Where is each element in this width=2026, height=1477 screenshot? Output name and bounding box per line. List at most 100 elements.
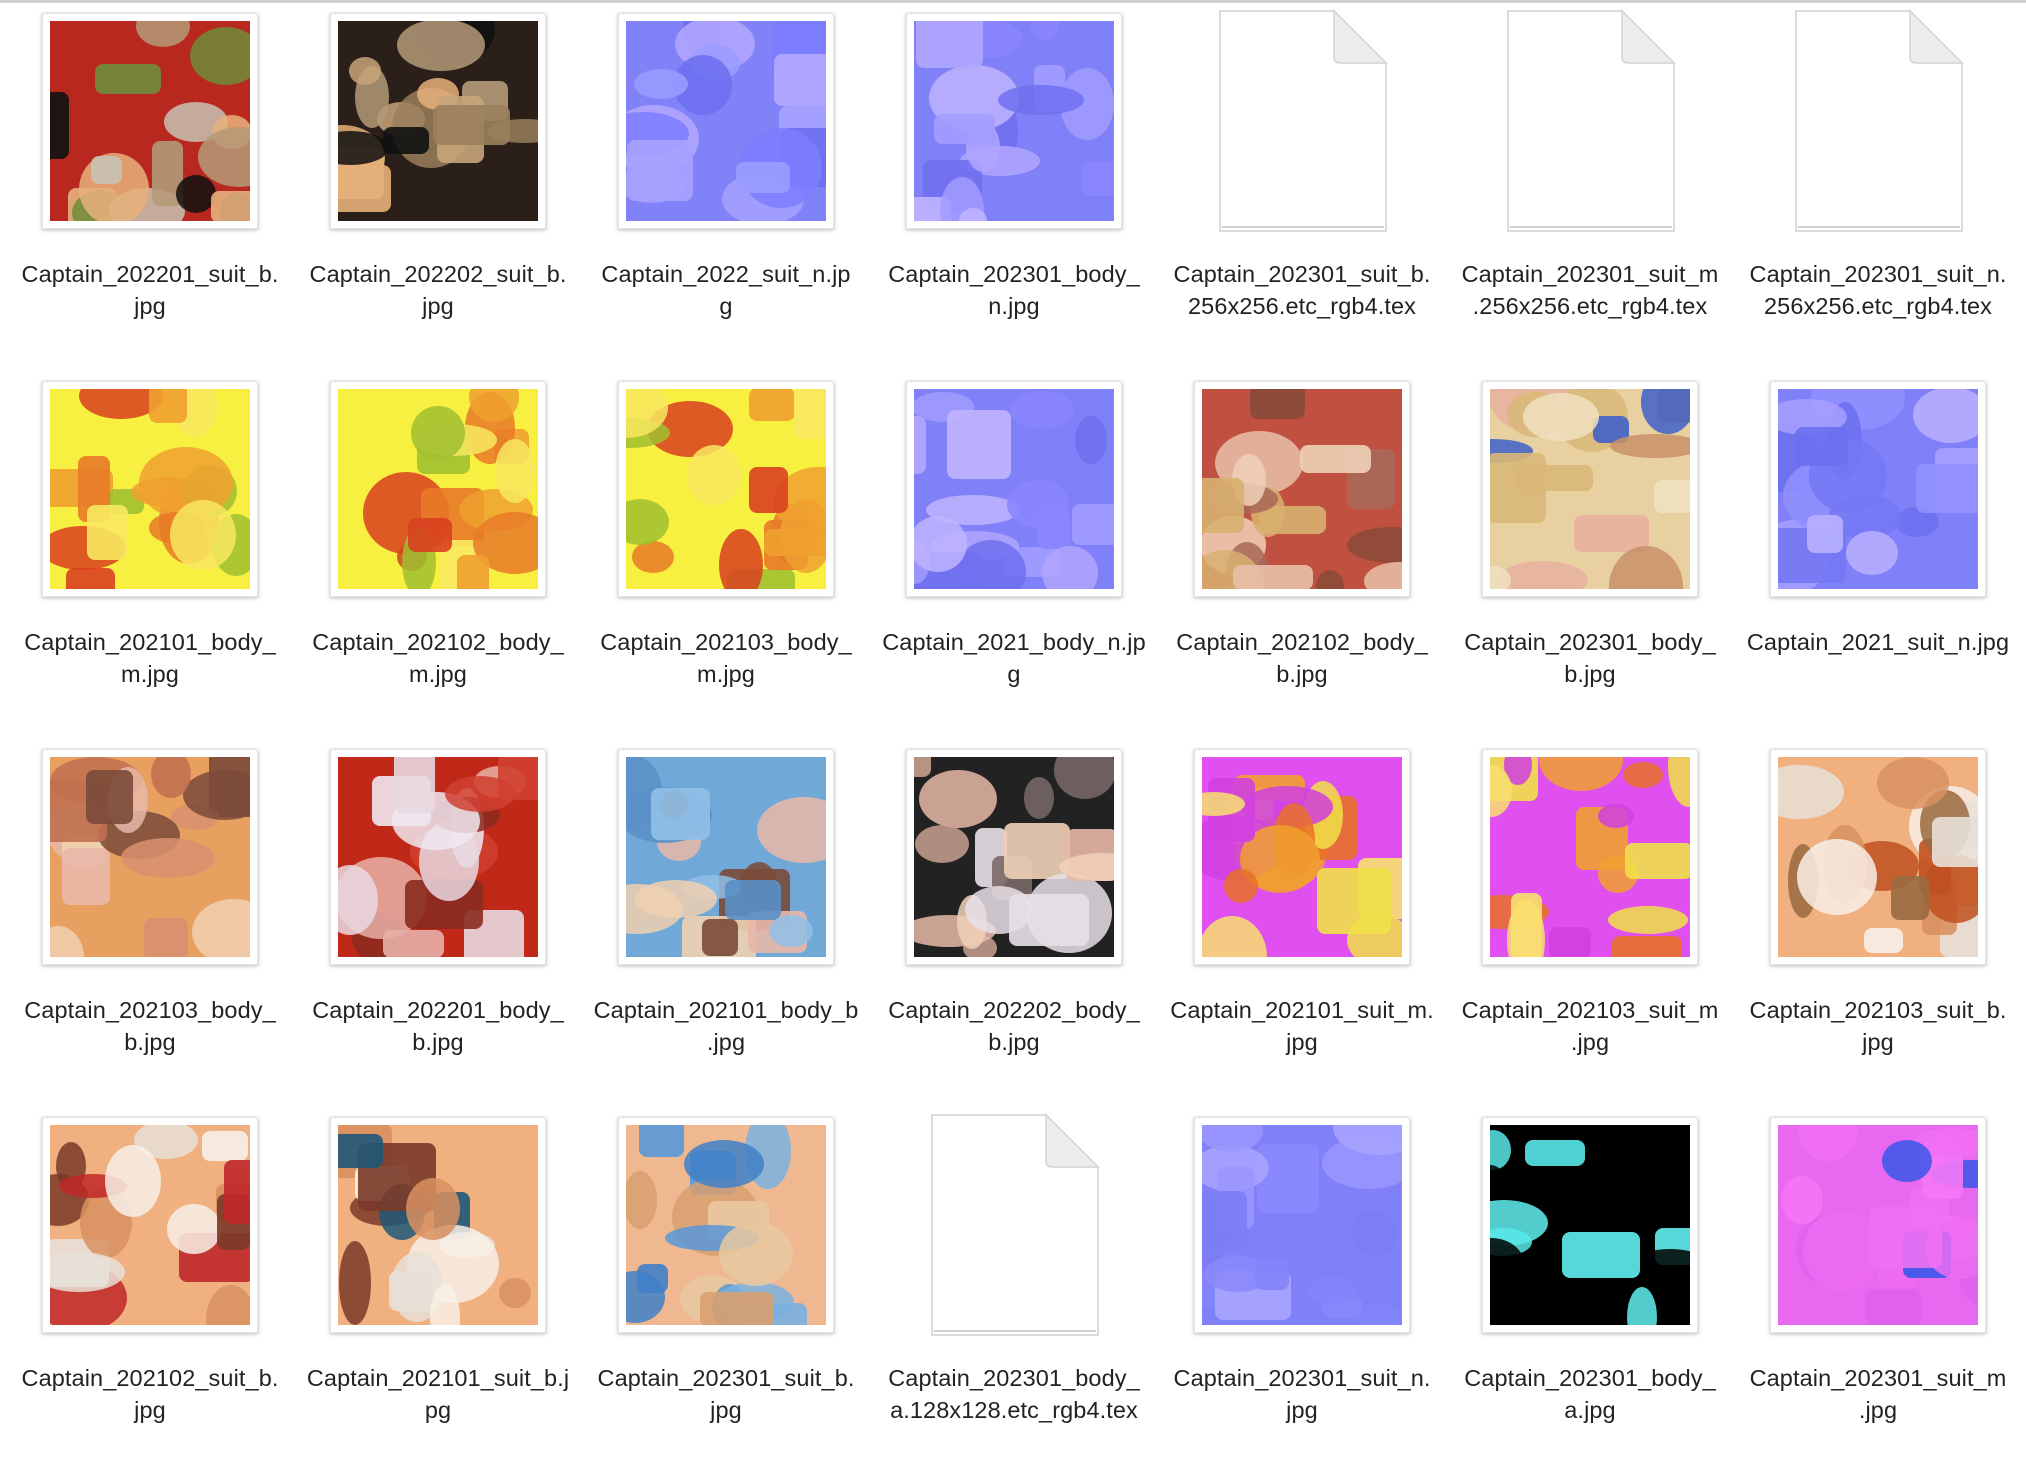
file-item[interactable]: Captain_202301_suit_m .jpg (1734, 1109, 2022, 1477)
file-item[interactable]: Captain_202201_body_ b.jpg (294, 741, 582, 1109)
file-item[interactable]: Captain_202202_suit_b. jpg (294, 5, 582, 373)
generic-document-icon[interactable] (1216, 9, 1388, 233)
file-thumbnail-area[interactable] (1734, 5, 2022, 237)
file-thumbnail-area[interactable] (1734, 741, 2022, 973)
file-thumbnail-area[interactable] (294, 373, 582, 605)
thumbnail-frame[interactable] (1482, 381, 1698, 597)
file-thumbnail-area[interactable] (1446, 5, 1734, 237)
file-item[interactable]: Captain_202301_suit_b. 256x256.etc_rgb4.… (1158, 5, 1446, 373)
thumbnail-frame[interactable] (906, 13, 1122, 229)
thumbnail-frame[interactable] (42, 381, 258, 597)
file-name-label[interactable]: Captain_202102_body_ b.jpg (1176, 629, 1428, 687)
thumbnail-frame[interactable] (330, 749, 546, 965)
file-name-label[interactable]: Captain_202202_body_ b.jpg (888, 997, 1140, 1055)
file-name-label[interactable]: Captain_202202_suit_b. jpg (309, 261, 567, 319)
thumbnail-frame[interactable] (618, 749, 834, 965)
file-item[interactable]: Captain_202101_body_b .jpg (582, 741, 870, 1109)
thumbnail-frame[interactable] (330, 381, 546, 597)
file-item[interactable]: Captain_202102_suit_b. jpg (6, 1109, 294, 1477)
file-thumbnail-area[interactable] (1158, 1109, 1446, 1341)
file-thumbnail-area[interactable] (1158, 5, 1446, 237)
thumbnail-frame[interactable] (1770, 1117, 1986, 1333)
file-item[interactable]: Captain_202202_body_ b.jpg (870, 741, 1158, 1109)
file-thumbnail-area[interactable] (582, 373, 870, 605)
file-item[interactable]: Captain_202101_suit_b.j pg (294, 1109, 582, 1477)
file-item[interactable]: Captain_202103_body_ m.jpg (582, 373, 870, 741)
file-name-label[interactable]: Captain_202103_suit_b. jpg (1749, 997, 2007, 1055)
file-name-label[interactable]: Captain_202301_suit_n. jpg (1173, 1365, 1431, 1423)
thumbnail-frame[interactable] (330, 13, 546, 229)
file-item[interactable]: Captain_202102_body_ b.jpg (1158, 373, 1446, 741)
file-name-label[interactable]: Captain_202301_body_ n.jpg (888, 261, 1140, 319)
file-item[interactable]: Captain_202301_body_ b.jpg (1446, 373, 1734, 741)
thumbnail-frame[interactable] (42, 1117, 258, 1333)
file-name-label[interactable]: Captain_202101_suit_m. jpg (1170, 997, 1434, 1055)
file-thumbnail-area[interactable] (1158, 373, 1446, 605)
file-thumbnail-area[interactable] (1446, 373, 1734, 605)
file-name-label[interactable]: Captain_2021_body_n.jp g (882, 629, 1146, 687)
file-name-label[interactable]: Captain_202103_body_ m.jpg (600, 629, 852, 687)
file-item[interactable]: Captain_202301_body_ a.128x128.etc_rgb4.… (870, 1109, 1158, 1477)
thumbnail-frame[interactable] (1194, 749, 1410, 965)
file-item[interactable]: Captain_202301_suit_n. 256x256.etc_rgb4.… (1734, 5, 2022, 373)
thumbnail-frame[interactable] (618, 13, 834, 229)
file-name-label[interactable]: Captain_202301_body_ b.jpg (1464, 629, 1716, 687)
file-item[interactable]: Captain_202301_suit_m .256x256.etc_rgb4.… (1446, 5, 1734, 373)
thumbnail-frame[interactable] (1482, 1117, 1698, 1333)
file-thumbnail-area[interactable] (870, 5, 1158, 237)
file-thumbnail-area[interactable] (6, 5, 294, 237)
file-thumbnail-area[interactable] (1734, 1109, 2022, 1341)
file-item[interactable]: Captain_2021_suit_n.jpg (1734, 373, 2022, 741)
file-name-label[interactable]: Captain_202301_suit_m .jpg (1749, 1365, 2007, 1423)
file-name-label[interactable]: Captain_2022_suit_n.jp g (601, 261, 851, 319)
thumbnail-frame[interactable] (1770, 381, 1986, 597)
thumbnail-frame[interactable] (1482, 749, 1698, 965)
file-name-label[interactable]: Captain_202101_body_ m.jpg (24, 629, 276, 687)
file-name-label[interactable]: Captain_202101_body_b .jpg (593, 997, 859, 1055)
file-item[interactable]: Captain_202102_body_ m.jpg (294, 373, 582, 741)
file-item[interactable]: Captain_202301_body_ a.jpg (1446, 1109, 1734, 1477)
file-item[interactable]: Captain_2022_suit_n.jp g (582, 5, 870, 373)
file-item[interactable]: Captain_202101_suit_m. jpg (1158, 741, 1446, 1109)
file-thumbnail-area[interactable] (6, 373, 294, 605)
file-name-label[interactable]: Captain_202103_suit_m .jpg (1461, 997, 1719, 1055)
file-thumbnail-area[interactable] (1446, 741, 1734, 973)
file-name-label[interactable]: Captain_202102_body_ m.jpg (312, 629, 564, 687)
thumbnail-frame[interactable] (906, 381, 1122, 597)
file-name-label[interactable]: Captain_202101_suit_b.j pg (306, 1365, 570, 1423)
file-thumbnail-area[interactable] (870, 373, 1158, 605)
file-item[interactable]: Captain_202301_suit_b. jpg (582, 1109, 870, 1477)
generic-document-icon[interactable] (1504, 9, 1676, 233)
file-name-label[interactable]: Captain_202301_suit_b. 256x256.etc_rgb4.… (1173, 261, 1431, 319)
file-item[interactable]: Captain_202103_suit_m .jpg (1446, 741, 1734, 1109)
file-item[interactable]: Captain_2021_body_n.jp g (870, 373, 1158, 741)
thumbnail-frame[interactable] (1194, 1117, 1410, 1333)
file-name-label[interactable]: Captain_202301_body_ a.jpg (1464, 1365, 1716, 1423)
file-thumbnail-area[interactable] (582, 5, 870, 237)
generic-document-icon[interactable] (1792, 9, 1964, 233)
thumbnail-frame[interactable] (618, 1117, 834, 1333)
file-item[interactable]: Captain_202301_body_ n.jpg (870, 5, 1158, 373)
file-thumbnail-area[interactable] (870, 1109, 1158, 1341)
file-name-label[interactable]: Captain_202301_suit_m .256x256.etc_rgb4.… (1461, 261, 1719, 319)
file-item[interactable]: Captain_202201_suit_b. jpg (6, 5, 294, 373)
file-name-label[interactable]: Captain_202201_body_ b.jpg (312, 997, 564, 1055)
thumbnail-frame[interactable] (618, 381, 834, 597)
thumbnail-frame[interactable] (1194, 381, 1410, 597)
file-thumbnail-area[interactable] (582, 741, 870, 973)
file-thumbnail-area[interactable] (870, 741, 1158, 973)
file-name-label[interactable]: Captain_202301_suit_b. jpg (597, 1365, 855, 1423)
file-name-label[interactable]: Captain_202301_suit_n. 256x256.etc_rgb4.… (1749, 261, 2007, 319)
file-thumbnail-area[interactable] (6, 1109, 294, 1341)
thumbnail-frame[interactable] (1770, 749, 1986, 965)
file-thumbnail-area[interactable] (6, 741, 294, 973)
generic-document-icon[interactable] (928, 1113, 1100, 1337)
file-name-label[interactable]: Captain_202301_body_ a.128x128.etc_rgb4.… (888, 1365, 1140, 1423)
file-item[interactable]: Captain_202101_body_ m.jpg (6, 373, 294, 741)
file-item[interactable]: Captain_202103_suit_b. jpg (1734, 741, 2022, 1109)
file-name-label[interactable]: Captain_202103_body_ b.jpg (24, 997, 276, 1055)
file-thumbnail-area[interactable] (582, 1109, 870, 1341)
file-name-label[interactable]: Captain_202201_suit_b. jpg (21, 261, 279, 319)
file-thumbnail-area[interactable] (1158, 741, 1446, 973)
thumbnail-frame[interactable] (906, 749, 1122, 965)
